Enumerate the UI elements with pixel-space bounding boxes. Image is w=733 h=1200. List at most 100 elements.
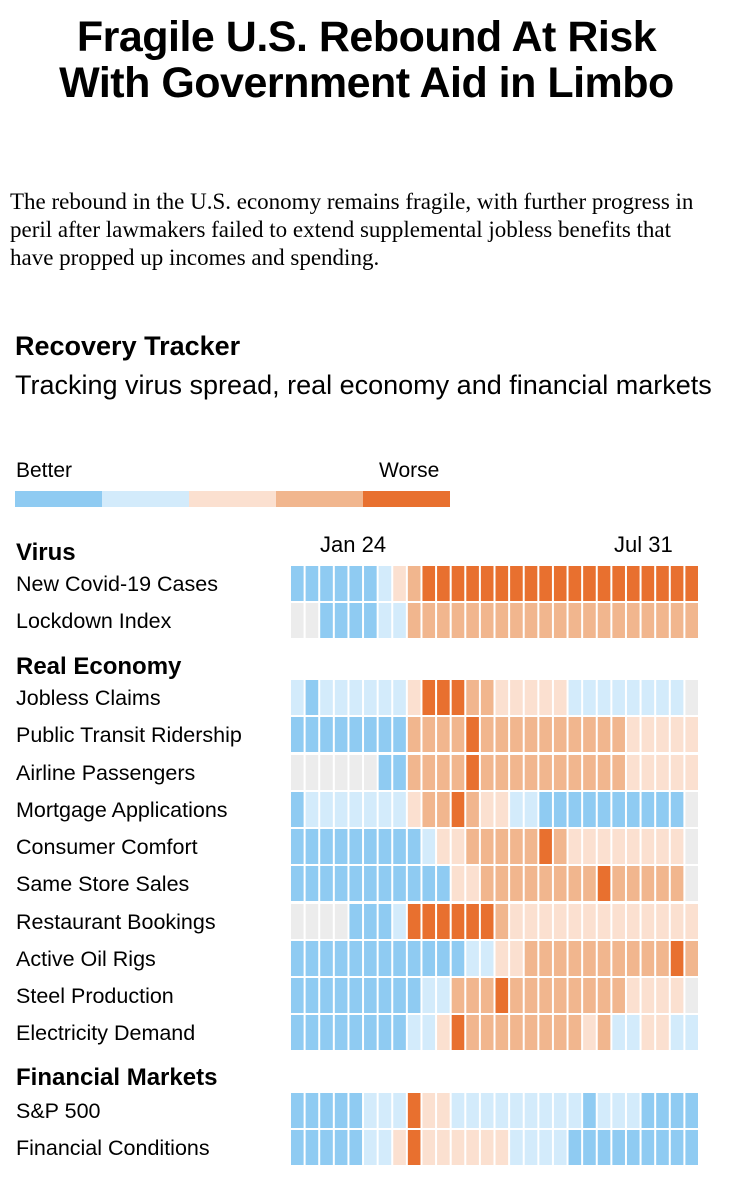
heatmap-cell-jobless-claims-12 <box>451 680 465 715</box>
heatmap-cell-airline-passengers-27 <box>670 755 684 790</box>
heatmap-cell-new-covid-19-cases-23 <box>612 566 625 601</box>
heatmap-cell-public-transit-ridership-16 <box>510 717 523 752</box>
heatmap-cell-s-p-500-17 <box>524 1093 538 1128</box>
heatmap-cell-financial-conditions-1 <box>291 1130 304 1165</box>
heatmap-cell-s-p-500-13 <box>466 1093 479 1128</box>
heatmap-cell-electricity-demand-10 <box>422 1015 436 1050</box>
heatmap-cell-public-transit-ridership-3 <box>320 717 333 752</box>
heatmap-cell-mortgage-applications-10 <box>422 792 436 827</box>
heatmap-cell-public-transit-ridership-1 <box>291 717 304 752</box>
heatmap-cell-public-transit-ridership-18 <box>539 717 552 752</box>
heatmap-cell-lockdown-index-24 <box>626 603 640 638</box>
heatmap-cell-lockdown-index-8 <box>393 603 406 638</box>
heatmap-cell-same-store-sales-1 <box>291 866 304 901</box>
heatmap-cell-public-transit-ridership-13 <box>466 717 479 752</box>
chart-subtitle: Tracking virus spread, real economy and … <box>15 370 712 400</box>
heatmap-cell-new-covid-19-cases-25 <box>641 566 655 601</box>
x-tick-start: Jan 24 <box>320 532 387 557</box>
heatmap-cell-new-covid-19-cases-14 <box>480 566 494 601</box>
heatmap-cell-lockdown-index-17 <box>524 603 538 638</box>
heatmap-cell-mortgage-applications-7 <box>378 792 392 827</box>
heatmap-cell-restaurant-bookings-28 <box>685 904 698 939</box>
heatmap-cell-steel-production-16 <box>510 978 523 1013</box>
heatmap-cell-airline-passengers-28 <box>685 755 698 790</box>
heatmap-cell-lockdown-index-13 <box>466 603 479 638</box>
heatmap-cell-financial-conditions-25 <box>641 1130 655 1165</box>
heatmap-cell-public-transit-ridership-23 <box>612 717 625 752</box>
heatmap-cell-mortgage-applications-12 <box>451 792 465 827</box>
heatmap-cell-lockdown-index-1 <box>291 603 304 638</box>
heatmap-cell-financial-conditions-5 <box>349 1130 363 1165</box>
section-label-virus: Virus <box>16 539 76 566</box>
heatmap-cell-public-transit-ridership-25 <box>641 717 655 752</box>
heatmap-cell-public-transit-ridership-27 <box>670 717 684 752</box>
heatmap-cell-active-oil-rigs-21 <box>583 941 596 976</box>
chart-title: Recovery Tracker <box>15 331 241 361</box>
heatmap-cell-consumer-comfort-21 <box>583 829 596 864</box>
heatmap-cell-active-oil-rigs-15 <box>495 941 509 976</box>
heatmap-cell-restaurant-bookings-13 <box>466 904 479 939</box>
heatmap-cell-airline-passengers-7 <box>378 755 392 790</box>
heatmap-cell-steel-production-4 <box>334 978 348 1013</box>
heatmap-cell-jobless-claims-4 <box>334 680 348 715</box>
heatmap-cell-airline-passengers-5 <box>349 755 363 790</box>
heatmap-cell-airline-passengers-15 <box>495 755 509 790</box>
heatmap-cell-steel-production-14 <box>480 978 494 1013</box>
heatmap-cell-financial-conditions-18 <box>539 1130 552 1165</box>
heatmap-cell-lockdown-index-26 <box>656 603 669 638</box>
heatmap-cell-lockdown-index-23 <box>612 603 625 638</box>
heatmap-cell-same-store-sales-20 <box>568 866 582 901</box>
legend-worse-label: Worse <box>379 459 440 482</box>
heatmap-cell-lockdown-index-27 <box>670 603 684 638</box>
legend-swatch-3 <box>189 491 276 507</box>
heatmap-cell-lockdown-index-5 <box>349 603 363 638</box>
heatmap-cell-new-covid-19-cases-12 <box>451 566 465 601</box>
heatmap-cell-financial-conditions-12 <box>451 1130 465 1165</box>
heatmap-cell-mortgage-applications-26 <box>656 792 669 827</box>
heatmap-cell-financial-conditions-23 <box>612 1130 625 1165</box>
heatmap-cell-restaurant-bookings-5 <box>349 904 363 939</box>
heatmap-cell-new-covid-19-cases-8 <box>393 566 406 601</box>
heatmap-cell-new-covid-19-cases-21 <box>583 566 596 601</box>
heatmap-cell-electricity-demand-27 <box>670 1015 684 1050</box>
heatmap-cell-s-p-500-18 <box>539 1093 552 1128</box>
heatmap-cell-mortgage-applications-17 <box>524 792 538 827</box>
heatmap-cell-jobless-claims-7 <box>378 680 392 715</box>
heatmap-cell-steel-production-6 <box>364 978 377 1013</box>
heatmap-cell-s-p-500-7 <box>378 1093 392 1128</box>
heatmap-cell-consumer-comfort-7 <box>378 829 392 864</box>
heatmap-cell-steel-production-12 <box>451 978 465 1013</box>
heatmap-cell-active-oil-rigs-22 <box>597 941 611 976</box>
heatmap-cell-mortgage-applications-20 <box>568 792 582 827</box>
heatmap-cell-financial-conditions-2 <box>305 1130 319 1165</box>
heatmap-cell-mortgage-applications-9 <box>407 792 421 827</box>
heatmap-cell-steel-production-28 <box>685 978 698 1013</box>
heatmap-cell-restaurant-bookings-6 <box>364 904 377 939</box>
heatmap-cell-mortgage-applications-13 <box>466 792 479 827</box>
heatmap-cell-same-store-sales-22 <box>597 866 611 901</box>
heatmap-cell-lockdown-index-22 <box>597 603 611 638</box>
heatmap-cell-restaurant-bookings-17 <box>524 904 538 939</box>
heatmap-cell-consumer-comfort-13 <box>466 829 479 864</box>
heatmap-cell-airline-passengers-1 <box>291 755 304 790</box>
heatmap-cell-new-covid-19-cases-15 <box>495 566 509 601</box>
heatmap-cell-s-p-500-16 <box>510 1093 523 1128</box>
heatmap-cell-airline-passengers-22 <box>597 755 611 790</box>
heatmap-cell-steel-production-24 <box>626 978 640 1013</box>
legend-swatch-5 <box>363 491 450 507</box>
heatmap-cell-lockdown-index-15 <box>495 603 509 638</box>
row-label-same-store-sales: Same Store Sales <box>16 872 190 896</box>
heatmap-cell-airline-passengers-16 <box>510 755 523 790</box>
heatmap-cell-jobless-claims-20 <box>568 680 582 715</box>
heatmap-cell-airline-passengers-20 <box>568 755 582 790</box>
heatmap-cell-steel-production-5 <box>349 978 363 1013</box>
heatmap-cell-financial-conditions-15 <box>495 1130 509 1165</box>
heatmap-cell-jobless-claims-8 <box>393 680 406 715</box>
heatmap-cell-mortgage-applications-1 <box>291 792 304 827</box>
x-tick-end: Jul 31 <box>614 532 673 557</box>
heatmap-cell-electricity-demand-4 <box>334 1015 348 1050</box>
heatmap-cell-s-p-500-27 <box>670 1093 684 1128</box>
heatmap-cell-active-oil-rigs-5 <box>349 941 363 976</box>
heatmap-cell-lockdown-index-14 <box>480 603 494 638</box>
heatmap-cell-public-transit-ridership-9 <box>407 717 421 752</box>
